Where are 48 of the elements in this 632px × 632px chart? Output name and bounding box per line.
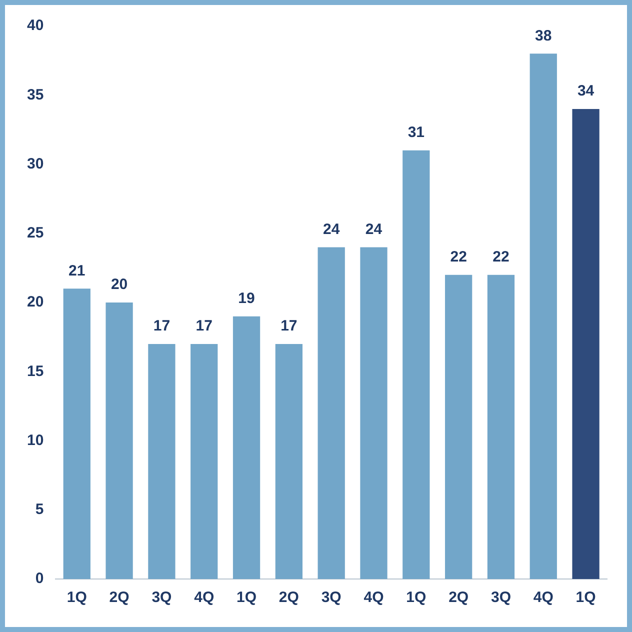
data-label: 24 — [365, 220, 383, 238]
data-label: 17 — [153, 318, 170, 335]
bar — [360, 247, 388, 579]
y-tick-label: 0 — [35, 570, 44, 588]
y-tick-label: 35 — [26, 86, 44, 104]
data-label: 38 — [535, 27, 552, 44]
x-tick-label: 1Q — [66, 589, 88, 606]
bar — [232, 316, 260, 579]
data-label: 34 — [577, 82, 595, 100]
bar — [402, 150, 430, 579]
bar — [106, 302, 133, 579]
data-label: 17 — [280, 318, 298, 335]
x-tick-label: 3Q — [321, 589, 342, 606]
data-label: 22 — [492, 248, 510, 266]
y-tick-label: 25 — [26, 224, 44, 242]
x-tick-label: 3Q — [152, 589, 172, 606]
bar — [530, 54, 557, 579]
x-tick-label: 1Q — [236, 589, 257, 606]
y-tick-label: 30 — [26, 155, 44, 172]
bar — [487, 274, 515, 579]
data-label: 19 — [238, 290, 255, 307]
data-label: 17 — [196, 318, 212, 335]
x-tick-label: 1Q — [406, 589, 426, 606]
bar — [318, 247, 345, 579]
data-label: 22 — [450, 248, 467, 266]
y-tick-label: 20 — [26, 294, 44, 311]
y-tick-label: 10 — [26, 432, 44, 449]
x-tick-label: 4Q — [194, 589, 214, 606]
data-label: 24 — [323, 220, 340, 238]
x-tick-label: 2Q — [278, 589, 300, 606]
bar — [572, 108, 600, 579]
bar — [190, 344, 218, 579]
y-tick-label: 5 — [35, 501, 44, 518]
y-tick-label: 40 — [26, 17, 44, 34]
bar — [445, 274, 472, 579]
bar — [148, 344, 176, 579]
bar — [63, 288, 90, 579]
y-tick-label: 15 — [26, 362, 44, 380]
x-tick-label: 4Q — [533, 589, 554, 606]
x-tick-label: 2Q — [109, 589, 130, 606]
x-tick-label: 1Q — [576, 589, 596, 606]
data-label: 20 — [110, 276, 128, 294]
x-tick-label: 3Q — [490, 589, 512, 606]
x-tick-label: 4Q — [364, 589, 384, 606]
x-tick-label: 2Q — [448, 589, 469, 606]
data-label: 21 — [68, 262, 86, 280]
data-label: 31 — [408, 124, 425, 142]
bar — [275, 344, 303, 579]
